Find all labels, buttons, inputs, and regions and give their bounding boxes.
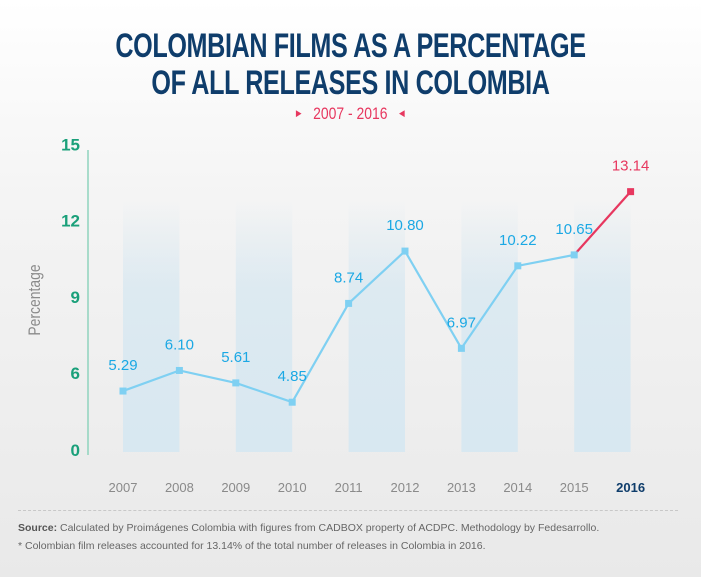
data-label-2010: 4.85 [278,368,307,385]
x-tick-2014: 2014 [503,480,532,495]
x-tick-2016: 2016 [616,480,645,495]
x-tick-2008: 2008 [165,480,194,495]
data-label-2012: 10.80 [386,217,424,234]
background-bands [123,200,631,452]
data-label-2007: 5.29 [108,357,137,374]
chart-subtitle: ▶ 2007 - 2016 ◀ [0,104,701,124]
line-chart: 0 6 9 12 15 Percentage 5.29 6.10 5.61 4.85 8.74 1… [26,135,650,495]
band-2007 [123,200,180,452]
subtitle-text: 2007 - 2016 [313,104,388,123]
source-text: Calculated by Proimágenes Colombia with … [57,522,600,534]
data-point-2013 [457,344,465,352]
x-tick-2013: 2013 [447,480,476,495]
y-tick-6: 6 [71,364,80,383]
data-point-2016 [627,188,635,196]
x-tick-2011: 2011 [335,480,363,495]
band-2009 [235,200,293,452]
y-tick-15: 15 [61,135,80,154]
data-point-2009 [232,379,240,387]
x-tick-2009: 2009 [221,480,250,495]
series-points [119,188,635,406]
data-label-2009: 5.61 [221,349,250,366]
source-note: Source: Calculated by Proimágenes Colomb… [18,522,678,534]
data-point-2010 [288,398,296,406]
data-point-2012 [401,247,409,255]
y-axis-label: Percentage [26,264,45,335]
x-tick-2015: 2015 [560,480,589,495]
chart-title-line-1: COLOMBIAN FILMS AS A PERCENTAGE [115,27,586,65]
data-point-2011 [345,299,353,307]
data-labels: 5.29 6.10 5.61 4.85 8.74 10.80 6.97 10.22 10.65 1… [108,158,649,386]
data-point-2008 [175,366,183,374]
arrow-left-icon: ◀ [399,108,405,118]
highlight-line-segment [573,190,632,256]
x-tick-2007: 2007 [109,480,138,495]
data-point-2014 [514,262,522,270]
x-tick-2012: 2012 [391,480,420,495]
y-tick-9: 9 [71,288,80,307]
x-axis-ticks: 2007 2008 2009 2010 2011 2012 2013 2014 2015 2016 [109,480,646,495]
data-label-2013: 6.97 [447,314,476,331]
chart-title-line-2: OF ALL RELEASES IN COLOMBIA [151,64,550,102]
x-tick-2010: 2010 [278,480,307,495]
y-tick-12: 12 [61,212,80,231]
band-2013 [461,200,518,452]
y-tick-0: 0 [71,441,80,460]
data-point-2007 [119,387,127,395]
y-axis-ticks: 0 6 9 12 15 [61,135,80,460]
band-2015 [574,200,631,452]
data-label-2008: 6.10 [165,336,194,353]
data-label-2011: 8.74 [334,269,363,286]
chart-footer: Source: Calculated by Proimágenes Colomb… [18,510,678,552]
data-point-2015 [570,251,578,259]
data-label-2015: 10.65 [555,221,593,238]
arrow-right-icon: ▶ [296,108,302,118]
band-2011 [348,200,405,452]
source-label: Source: [18,522,58,534]
data-label-2014: 10.22 [499,232,537,249]
footnote: * Colombian film releases accounted for … [18,540,486,552]
data-label-2016: 13.14 [612,158,650,175]
